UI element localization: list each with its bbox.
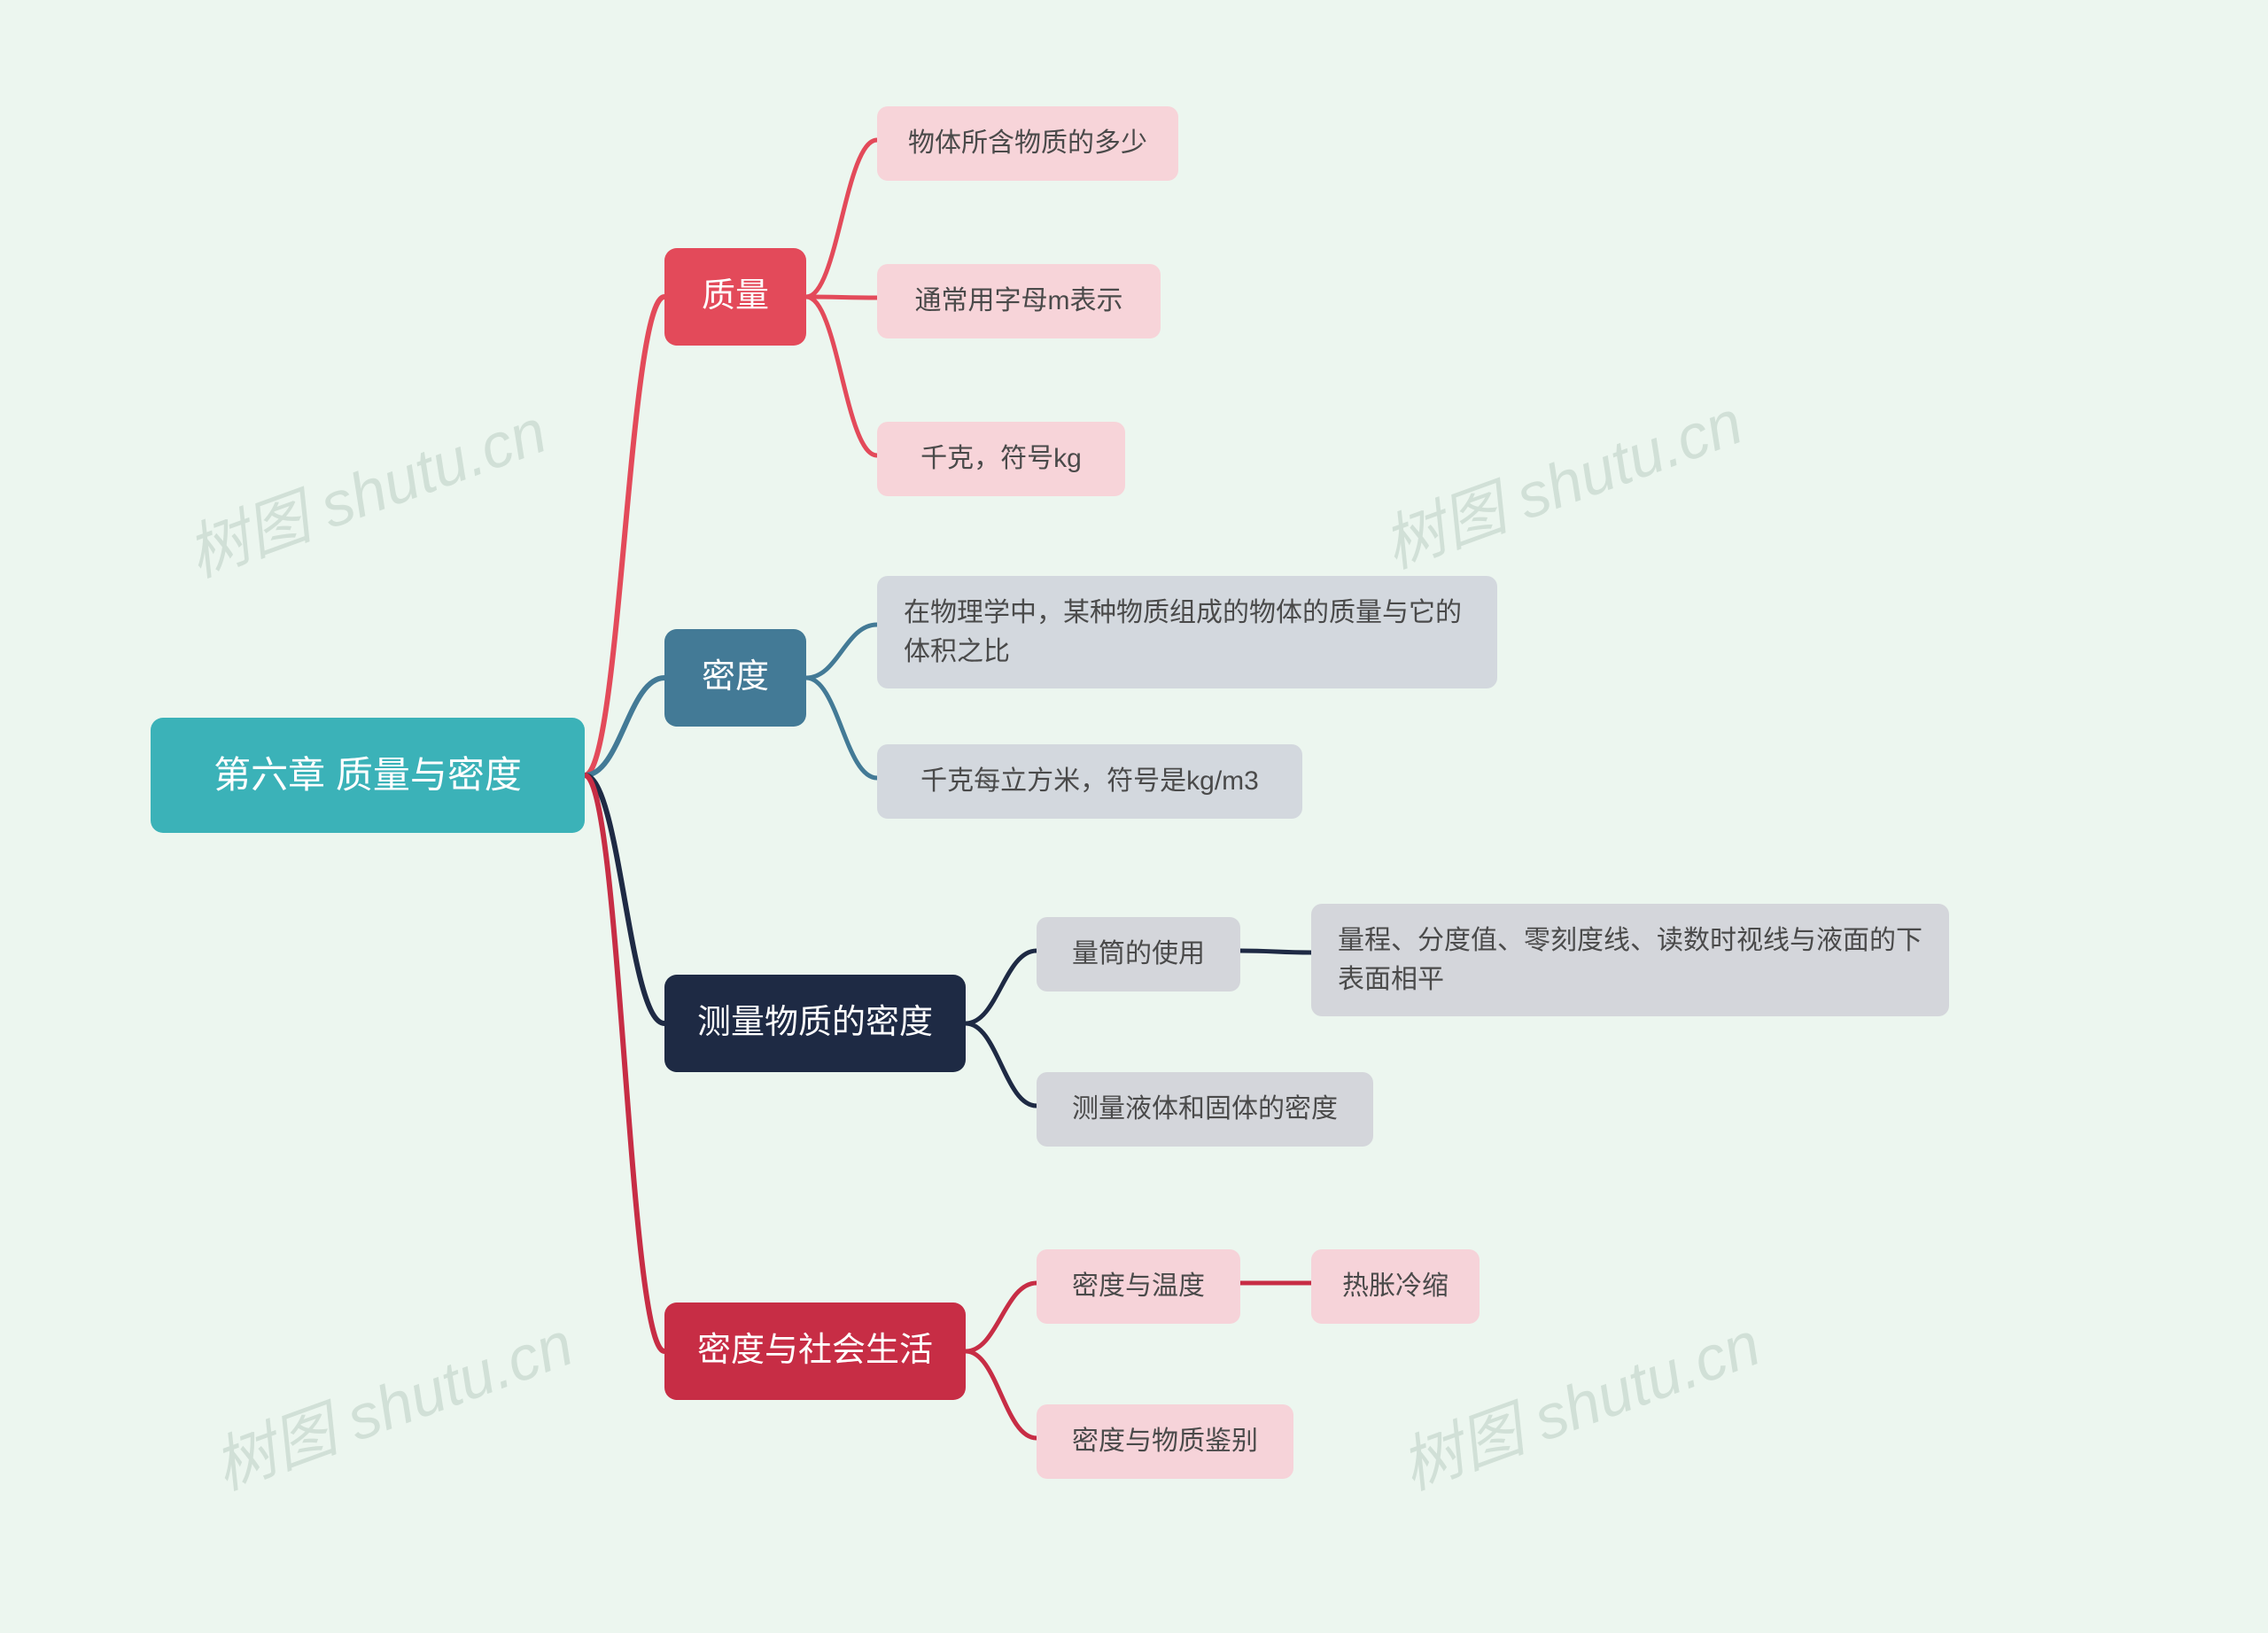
leaf-density-1-label: 在物理学中，某种物质组成的物体的质量与它的体积之比 (904, 594, 1471, 671)
leaf-density-2-label: 千克每立方米，符号是kg/m3 (920, 762, 1259, 801)
watermark-3: 树图 shutu.cn (199, 1295, 583, 1507)
branch-society[interactable]: 密度与社会生活 (664, 1303, 966, 1400)
root-label: 第六章 质量与密度 (214, 749, 522, 803)
leaf-mass-2[interactable]: 通常用字母m表示 (877, 264, 1161, 338)
leaf-measure-1-label: 量筒的使用 (1072, 935, 1205, 974)
watermark-4: 树图 shutu.cn (1386, 1295, 1770, 1507)
leaf-density-2[interactable]: 千克每立方米，符号是kg/m3 (877, 744, 1302, 819)
branch-mass[interactable]: 质量 (664, 248, 806, 346)
root-node[interactable]: 第六章 质量与密度 (151, 718, 585, 833)
leaf-mass-1-label: 物体所含物质的多少 (908, 124, 1147, 163)
leaf-society-1-1-label: 热胀冷缩 (1342, 1267, 1449, 1306)
leaf-society-1[interactable]: 密度与温度 (1037, 1249, 1240, 1324)
leaf-mass-3[interactable]: 千克，符号kg (877, 422, 1125, 496)
leaf-society-2-label: 密度与物质鉴别 (1072, 1422, 1258, 1461)
branch-density[interactable]: 密度 (664, 629, 806, 727)
branch-mass-label: 质量 (702, 272, 769, 321)
leaf-society-1-label: 密度与温度 (1072, 1267, 1205, 1306)
leaf-measure-1-1-label: 量程、分度值、零刻度线、读数时视线与液面的下表面相平 (1338, 921, 1922, 999)
branch-measure-label: 测量物质的密度 (697, 999, 933, 1047)
leaf-density-1[interactable]: 在物理学中，某种物质组成的物体的质量与它的体积之比 (877, 576, 1497, 688)
watermark-2: 树图 shutu.cn (1369, 373, 1752, 586)
branch-society-label: 密度与社会生活 (697, 1326, 933, 1375)
watermark-1: 树图 shutu.cn (173, 382, 556, 595)
branch-density-label: 密度 (702, 653, 769, 702)
leaf-society-2[interactable]: 密度与物质鉴别 (1037, 1404, 1293, 1479)
leaf-measure-1-1[interactable]: 量程、分度值、零刻度线、读数时视线与液面的下表面相平 (1311, 904, 1949, 1016)
leaf-society-1-1[interactable]: 热胀冷缩 (1311, 1249, 1480, 1324)
leaf-measure-2[interactable]: 测量液体和固体的密度 (1037, 1072, 1373, 1147)
leaf-measure-1[interactable]: 量筒的使用 (1037, 917, 1240, 991)
leaf-measure-2-label: 测量液体和固体的密度 (1072, 1090, 1338, 1129)
leaf-mass-1[interactable]: 物体所含物质的多少 (877, 106, 1178, 181)
branch-measure[interactable]: 测量物质的密度 (664, 975, 966, 1072)
leaf-mass-3-label: 千克，符号kg (920, 439, 1082, 478)
leaf-mass-2-label: 通常用字母m表示 (915, 282, 1123, 321)
